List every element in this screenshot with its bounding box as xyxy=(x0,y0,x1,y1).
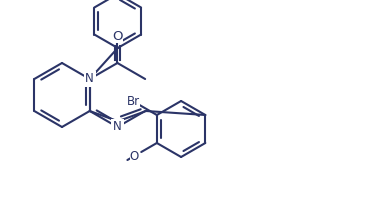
Text: Br: Br xyxy=(127,95,140,108)
Text: N: N xyxy=(113,121,122,134)
Text: N: N xyxy=(85,72,94,85)
Text: O: O xyxy=(112,29,123,43)
Text: O: O xyxy=(130,150,139,163)
